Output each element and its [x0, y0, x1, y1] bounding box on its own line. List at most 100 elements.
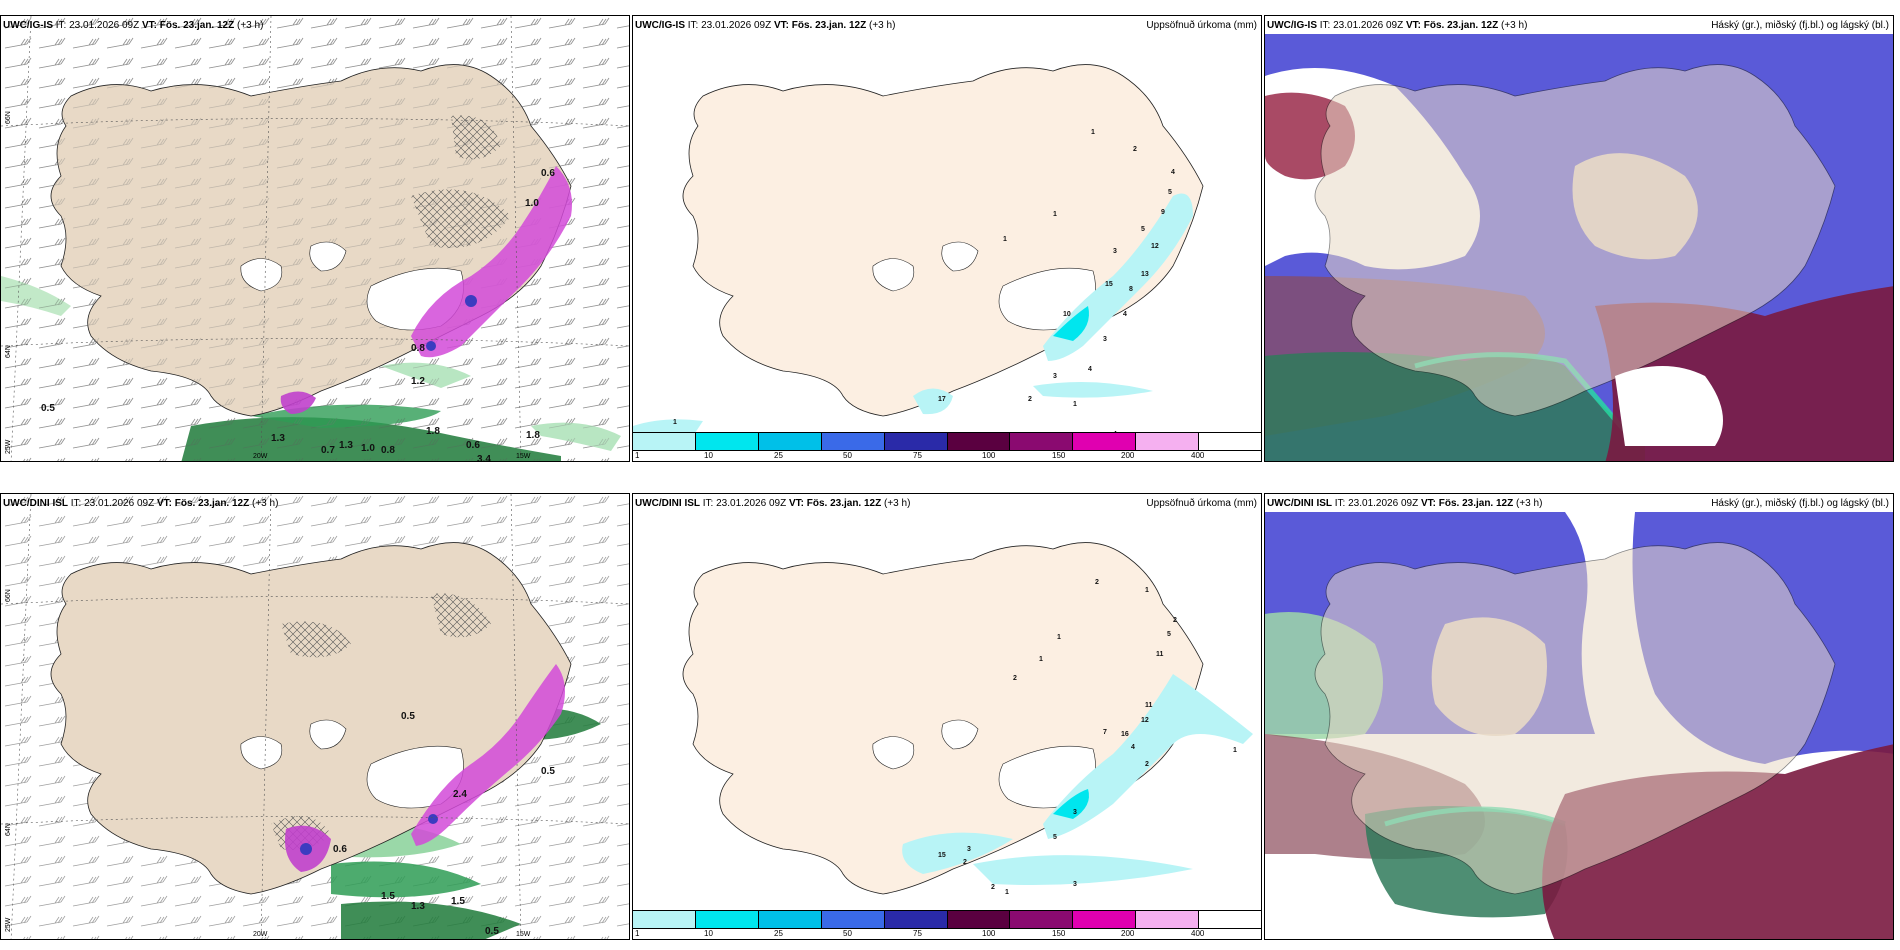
colorbar-segment	[758, 911, 822, 928]
wind-value: 0.8	[411, 343, 425, 354]
precip-value: 5	[1167, 631, 1171, 638]
colorbar-label: 100	[982, 929, 996, 938]
lon-label: 20W	[253, 453, 268, 460]
lead-time: (+3 h)	[869, 20, 896, 31]
precip-value: 11	[1145, 702, 1153, 709]
lon-label: 20W	[253, 931, 268, 938]
vt-label: VT:	[1405, 20, 1421, 31]
precip-value: 3	[1053, 373, 1057, 380]
it-value: 23.01.2026 09Z	[69, 20, 140, 31]
wind-value: 0.5	[485, 926, 499, 937]
colorbar-segment	[1073, 433, 1137, 450]
precip-value: 1	[1005, 889, 1009, 896]
panel-header: UWC/DINI ISL IT: 23.01.2026 09Z VT: Fös.…	[635, 498, 910, 509]
colorbar-label: 1	[635, 929, 640, 938]
colorbar-segment	[947, 911, 1011, 928]
colorbar-segment	[633, 433, 696, 450]
it-value: 23.01.2026 09Z	[716, 498, 787, 509]
it-label: IT:	[702, 498, 714, 509]
wind-value: 1.3	[339, 440, 353, 451]
vt-label: VT:	[788, 498, 804, 509]
vt-value: Fös. 23.jan. 12Z	[174, 498, 250, 509]
colorbar-label: 150	[1052, 451, 1066, 460]
vt-value: Fös. 23.jan. 12Z	[1423, 20, 1499, 31]
lead-time: (+3 h)	[1516, 498, 1543, 509]
colorbar-segment	[947, 433, 1011, 450]
colorbar-label: 150	[1052, 929, 1066, 938]
wind-map: 0.6 0.5 1.5 1.3 1.5 0.5 2.4 0.5	[1, 494, 629, 939]
lat-label: 66N	[5, 111, 12, 124]
precip-value: 13	[1141, 271, 1149, 278]
it-label: IT:	[687, 20, 699, 31]
it-value: 23.01.2026 09Z	[1333, 20, 1404, 31]
precip-value: 15	[1105, 281, 1113, 288]
colorbar-label: 1	[635, 451, 640, 460]
it-value: 23.01.2026 09Z	[84, 498, 155, 509]
precip-value: 1	[673, 419, 677, 426]
precip-value: 12	[1141, 717, 1149, 724]
colorbar-segment	[1136, 911, 1200, 928]
lead-time: (+3 h)	[884, 498, 911, 509]
precip-value: 5	[1053, 834, 1057, 841]
lead-time: (+3 h)	[237, 20, 264, 31]
model-name: UWC/DINI ISL	[635, 498, 700, 509]
colorbar-label: 50	[843, 451, 852, 460]
panel-header: UWC/DINI ISL IT: 23.01.2026 09Z VT: Fös.…	[1267, 498, 1543, 509]
precip-value: 12	[1151, 243, 1159, 250]
wind-value: 0.8	[381, 445, 395, 456]
colorbar-label: 50	[843, 929, 852, 938]
colorbar-label: 75	[913, 929, 922, 938]
panel-title: Háský (gr.), miðský (fj.bl.) og lágský (…	[1711, 498, 1889, 509]
precip-panel-top: UWC/IG-IS IT: 23.01.2026 09Z VT: Fös. 23…	[632, 15, 1262, 462]
vt-value: Fös. 23.jan. 12Z	[791, 20, 867, 31]
lon-label: 15W	[516, 931, 531, 938]
precip-value: 3	[967, 846, 971, 853]
colorbar-labels: 1 10 25 50 75 100 150 200 400	[633, 451, 1261, 461]
wind-value: 1.5	[381, 891, 395, 902]
colorbar-label: 200	[1121, 451, 1135, 460]
wind-value: 0.6	[541, 168, 555, 179]
lat-label: 66N	[5, 589, 12, 602]
lon-label: 15W	[516, 453, 531, 460]
precip-value: 2	[1173, 617, 1177, 624]
vt-value: Fös. 23.jan. 12Z	[159, 20, 235, 31]
colorbar-segment	[821, 433, 885, 450]
iceland-land	[1314, 64, 1836, 417]
model-name: UWC/IG-IS	[1267, 20, 1317, 31]
it-label: IT:	[1319, 20, 1331, 31]
precip-value: 3	[1073, 881, 1077, 888]
colorbar-label: 10	[704, 451, 713, 460]
wind-value: 1.0	[361, 443, 375, 454]
panel-title: Háský (gr.), miðský (fj.bl.) og lágský (…	[1711, 20, 1889, 31]
colorbar	[633, 432, 1261, 451]
it-label: IT:	[55, 20, 67, 31]
precip-value: 1	[1233, 747, 1237, 754]
precip-value: 17	[938, 396, 946, 403]
it-value: 23.01.2026 09Z	[701, 20, 772, 31]
colorbar-label: 75	[913, 451, 922, 460]
precip-map: 1 2 4 5 9 1 5 12 13 3 15 8 10 4 3 17 2 1…	[633, 64, 1204, 438]
colorbar-segment	[1010, 433, 1074, 450]
precip-panel-bottom: UWC/DINI ISL IT: 23.01.2026 09Z VT: Fös.…	[632, 493, 1262, 940]
precip-value: 4	[1123, 311, 1127, 318]
it-label: IT:	[1334, 498, 1346, 509]
colorbar-label: 200	[1121, 929, 1135, 938]
precip-value: 1	[1057, 634, 1061, 641]
wind-map: 0.5 1.3 0.7 1.3 1.0 0.8 1.8 0.6 3.4 1.8 …	[1, 16, 629, 461]
wind-value: 0.6	[333, 844, 347, 855]
colorbar-segment	[1136, 433, 1200, 450]
panel-title: Uppsöfnuð úrkoma (mm)	[1146, 20, 1257, 31]
iceland-land	[682, 64, 1204, 417]
wind-value: 0.6	[466, 440, 480, 451]
vt-label: VT:	[141, 20, 157, 31]
model-name: UWC/DINI ISL	[3, 498, 68, 509]
colorbar	[633, 910, 1261, 929]
wind-value: 1.8	[426, 426, 440, 437]
it-value: 23.01.2026 09Z	[1348, 498, 1419, 509]
precip-value: 2	[1133, 146, 1137, 153]
precip-value: 2	[1028, 396, 1032, 403]
cloud-panel-bottom: UWC/DINI ISL IT: 23.01.2026 09Z VT: Fös.…	[1264, 493, 1894, 940]
precip-value: 1	[1145, 587, 1149, 594]
colorbar-segment	[884, 433, 948, 450]
precip-value: 3	[1073, 809, 1077, 816]
